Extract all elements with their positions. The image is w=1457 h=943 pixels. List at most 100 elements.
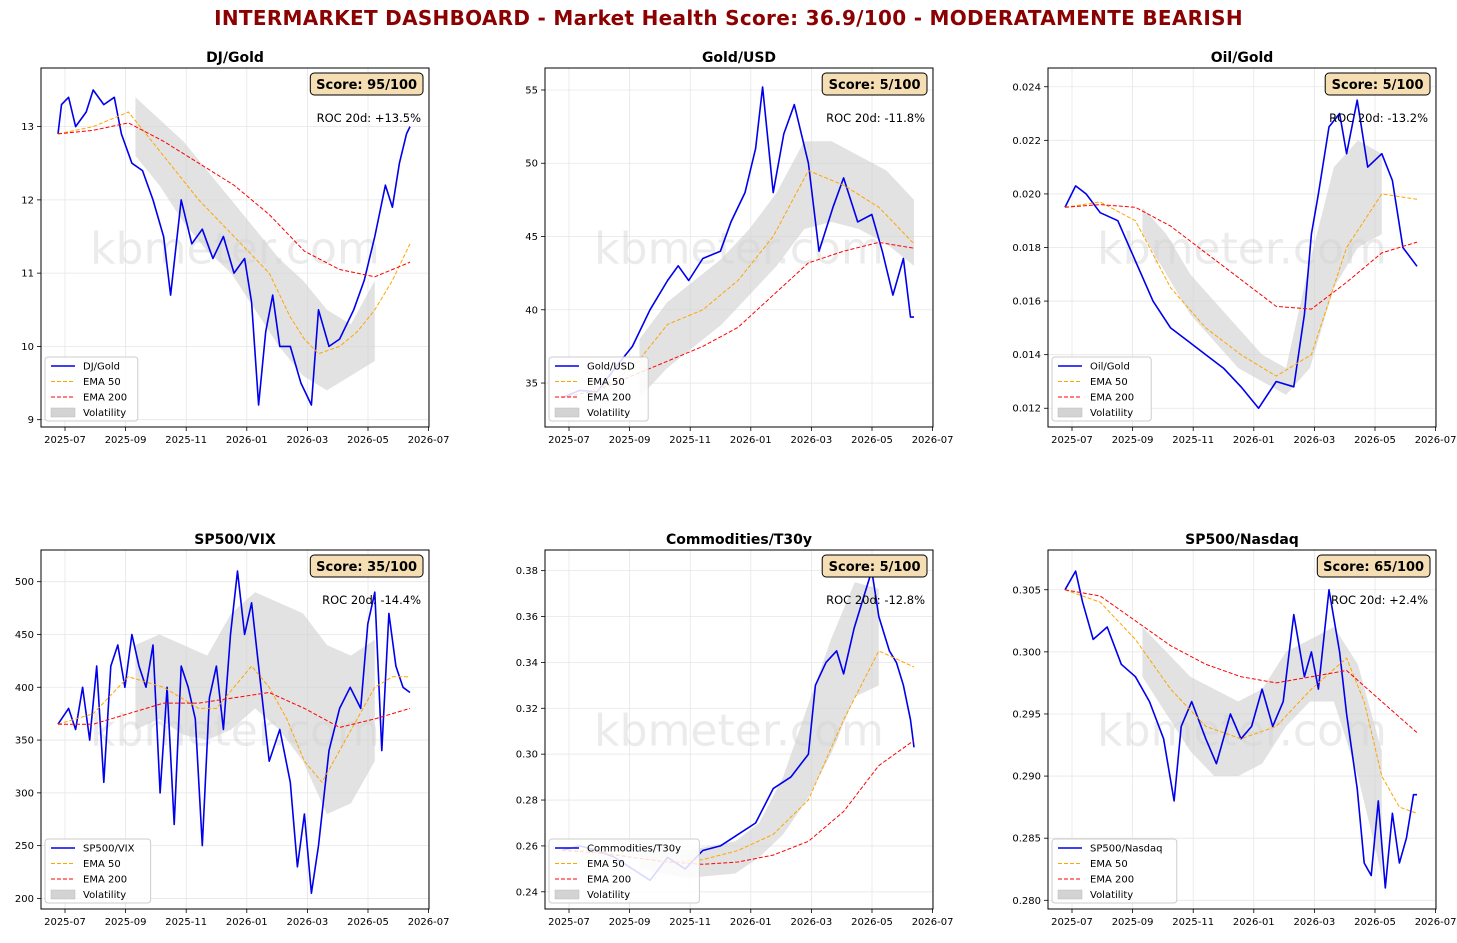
x-tick-label: 2025-11 bbox=[669, 435, 711, 446]
x-tick-label: 2026-01 bbox=[226, 917, 268, 928]
chart-panel-4: 2025-07 2025-09 2025-11 2026-01 2026-03 2026-… bbox=[15, 532, 450, 928]
ema50-line bbox=[562, 650, 915, 863]
x-tick-label: 2025-11 bbox=[669, 917, 711, 928]
legend-entry: EMA 50 bbox=[1090, 377, 1128, 388]
x-tick-label: 2026-03 bbox=[287, 435, 329, 446]
x-tick-label: 2026-07 bbox=[408, 917, 450, 928]
score-box bbox=[821, 554, 928, 578]
chart-title: Oil/Gold bbox=[1211, 50, 1274, 66]
legend-box bbox=[548, 356, 649, 422]
legend-entry: Gold/USD bbox=[587, 362, 635, 373]
legend-entry: EMA 50 bbox=[587, 377, 625, 388]
y-tick-label: 0.36 bbox=[516, 612, 538, 623]
ratio-line bbox=[57, 89, 411, 406]
y-tick-label: 0.38 bbox=[516, 566, 538, 577]
score-label: Score: 5/100 bbox=[829, 560, 921, 575]
y-tick-label: 200 bbox=[15, 894, 34, 905]
legend-box bbox=[548, 838, 700, 904]
ratio-line bbox=[57, 570, 411, 894]
legend-entry: EMA 200 bbox=[1090, 393, 1134, 404]
y-tick-label: 50 bbox=[525, 159, 538, 170]
legend-box bbox=[1051, 356, 1152, 422]
axes-frame bbox=[40, 67, 430, 428]
y-tick-label: 0.32 bbox=[516, 704, 538, 715]
score-box bbox=[821, 72, 928, 96]
y-tick-label: 0.28 bbox=[516, 796, 538, 807]
y-tick-label: 0.295 bbox=[1012, 709, 1041, 720]
legend-swatch-volatility bbox=[554, 407, 580, 418]
chart-title: Gold/USD bbox=[702, 50, 776, 66]
y-tick-label: 350 bbox=[15, 736, 34, 747]
x-tick-label: 2025-11 bbox=[165, 917, 207, 928]
roc-label: ROC 20d: -13.2% bbox=[1329, 111, 1428, 125]
plot-area: 2025-07 2025-09 2025-11 2026-01 2026-03 2026-… bbox=[21, 50, 449, 446]
legend-swatch-volatility bbox=[1057, 889, 1083, 900]
legend-entry: SP500/Nasdaq bbox=[1090, 844, 1162, 855]
legend-swatch-volatility bbox=[50, 407, 76, 418]
legend-entry: Volatility bbox=[1090, 408, 1133, 419]
x-tick-label: 2026-05 bbox=[347, 435, 389, 446]
roc-label: ROC 20d: +13.5% bbox=[317, 111, 421, 125]
x-tick-label: 2026-03 bbox=[791, 435, 833, 446]
volatility-band bbox=[1142, 140, 1382, 395]
legend-entry: EMA 200 bbox=[83, 393, 127, 404]
x-tick-label: 2026-03 bbox=[287, 917, 329, 928]
x-tick-label: 2025-09 bbox=[105, 435, 147, 446]
legend-entry: Volatility bbox=[587, 408, 630, 419]
y-tick-label: 10 bbox=[21, 342, 34, 353]
x-tick-label: 2026-01 bbox=[1233, 435, 1275, 446]
legend-box bbox=[44, 838, 152, 904]
y-tick-label: 35 bbox=[525, 379, 538, 390]
x-tick-label: 2025-11 bbox=[1172, 917, 1214, 928]
ratio-line bbox=[1064, 99, 1418, 409]
y-tick-label: 0.022 bbox=[1012, 136, 1041, 147]
x-tick-label: 2025-09 bbox=[1112, 435, 1154, 446]
x-tick-label: 2026-05 bbox=[851, 917, 893, 928]
ratio-line bbox=[1064, 570, 1417, 889]
x-tick-label: 2026-03 bbox=[791, 917, 833, 928]
y-tick-label: 0.285 bbox=[1012, 834, 1041, 845]
legend-entry: Commodities/T30y bbox=[587, 844, 681, 855]
score-label: Score: 5/100 bbox=[829, 78, 921, 93]
y-tick-label: 0.012 bbox=[1012, 404, 1041, 415]
legend-swatch-volatility bbox=[1057, 407, 1083, 418]
plot-area: 2025-07 2025-09 2025-11 2026-01 2026-03 2026-… bbox=[516, 532, 954, 928]
x-tick-label: 2025-07 bbox=[548, 435, 590, 446]
x-tick-label: 2026-01 bbox=[730, 435, 772, 446]
chart-panel-2: 2025-07 2025-09 2025-11 2026-01 2026-03 2026-… bbox=[525, 50, 953, 446]
volatility-band bbox=[135, 592, 375, 814]
y-tick-label: 0.24 bbox=[516, 887, 538, 898]
legend-swatch-volatility bbox=[554, 889, 580, 900]
legend: SP500/Nasdaq EMA 50 EMA 200 Volatility bbox=[1051, 838, 1178, 904]
ema50-line bbox=[1064, 193, 1418, 377]
roc-label: ROC 20d: -14.4% bbox=[322, 593, 421, 607]
y-tick-label: 0.26 bbox=[516, 841, 538, 852]
legend-entry: EMA 200 bbox=[587, 393, 631, 404]
plot-area: 2025-07 2025-09 2025-11 2026-01 2026-03 2026-… bbox=[1012, 532, 1456, 928]
x-tick-label: 2026-03 bbox=[1294, 917, 1336, 928]
legend-box bbox=[1051, 838, 1178, 904]
plot-area: 2025-07 2025-09 2025-11 2026-01 2026-03 2026-… bbox=[15, 532, 450, 928]
plot-area: 2025-07 2025-09 2025-11 2026-01 2026-03 2026-… bbox=[1012, 50, 1456, 446]
legend-box bbox=[44, 356, 139, 422]
axes-frame bbox=[544, 549, 934, 910]
y-tick-label: 0.018 bbox=[1012, 243, 1041, 254]
legend: SP500/VIX EMA 50 EMA 200 Volatility bbox=[44, 838, 152, 904]
volatility-band bbox=[135, 97, 375, 391]
legend-entry: EMA 50 bbox=[83, 859, 121, 870]
plot-area: 2025-07 2025-09 2025-11 2026-01 2026-03 2026-… bbox=[525, 50, 953, 446]
x-tick-label: 2026-05 bbox=[851, 435, 893, 446]
legend-entry: DJ/Gold bbox=[83, 362, 120, 373]
y-tick-label: 0.024 bbox=[1012, 82, 1041, 93]
x-tick-label: 2026-07 bbox=[1415, 917, 1457, 928]
x-tick-label: 2026-05 bbox=[1354, 917, 1396, 928]
y-tick-label: 300 bbox=[15, 788, 34, 799]
legend-entry: Oil/Gold bbox=[1090, 362, 1130, 373]
ema50-line bbox=[57, 111, 411, 355]
score-label: Score: 65/100 bbox=[1323, 560, 1424, 575]
y-tick-label: 0.280 bbox=[1012, 896, 1041, 907]
x-tick-label: 2025-09 bbox=[1112, 917, 1154, 928]
chart-panel-3: 2025-07 2025-09 2025-11 2026-01 2026-03 2026-… bbox=[1012, 50, 1456, 446]
legend: DJ/Gold EMA 50 EMA 200 Volatility bbox=[44, 356, 139, 422]
axes-frame bbox=[1047, 67, 1437, 428]
